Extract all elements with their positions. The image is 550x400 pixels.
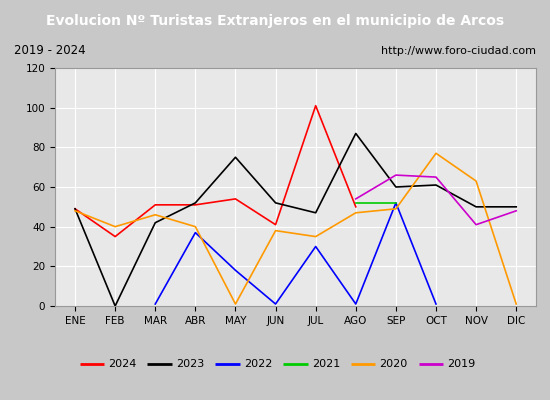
2021	[393, 200, 399, 205]
Text: 2022: 2022	[244, 359, 272, 369]
2022	[232, 268, 239, 273]
Line: 2019: 2019	[356, 175, 516, 225]
2022	[192, 230, 199, 235]
2019	[513, 208, 520, 213]
2023	[232, 155, 239, 160]
2019	[353, 196, 359, 201]
2023	[72, 206, 78, 211]
Line: 2022: 2022	[155, 203, 436, 304]
Text: Evolucion Nº Turistas Extranjeros en el municipio de Arcos: Evolucion Nº Turistas Extranjeros en el …	[46, 14, 504, 28]
2024	[272, 222, 279, 227]
2023	[152, 220, 158, 225]
Line: 2023: 2023	[75, 134, 516, 306]
2023	[272, 200, 279, 205]
2020	[72, 208, 78, 213]
2019	[433, 175, 439, 180]
Line: 2020: 2020	[75, 153, 516, 304]
2024	[72, 206, 78, 211]
2023	[473, 204, 480, 209]
2022	[433, 302, 439, 306]
2022	[393, 200, 399, 205]
2023	[513, 204, 520, 209]
Text: 2023: 2023	[176, 359, 204, 369]
Text: 2021: 2021	[312, 359, 340, 369]
2023	[312, 210, 319, 215]
Text: 2024: 2024	[108, 359, 136, 369]
2022	[312, 244, 319, 249]
2020	[152, 212, 158, 217]
2019	[393, 173, 399, 178]
2022	[152, 302, 158, 306]
2023	[112, 304, 118, 308]
Line: 2024: 2024	[75, 106, 356, 236]
2023	[353, 131, 359, 136]
2020	[312, 234, 319, 239]
2024	[192, 202, 199, 207]
2020	[272, 228, 279, 233]
2023	[433, 183, 439, 188]
2020	[433, 151, 439, 156]
2020	[232, 302, 239, 306]
2024	[112, 234, 118, 239]
2021	[353, 200, 359, 205]
2022	[272, 302, 279, 306]
2020	[473, 179, 480, 184]
Text: 2020: 2020	[379, 359, 408, 369]
2020	[513, 302, 520, 306]
2020	[112, 224, 118, 229]
2024	[232, 196, 239, 201]
2023	[192, 200, 199, 205]
Text: 2019 - 2024: 2019 - 2024	[14, 44, 85, 58]
2024	[312, 103, 319, 108]
2024	[353, 204, 359, 209]
2019	[473, 222, 480, 227]
2023	[393, 185, 399, 190]
Text: 2019: 2019	[447, 359, 476, 369]
Text: http://www.foro-ciudad.com: http://www.foro-ciudad.com	[381, 46, 536, 56]
2022	[353, 302, 359, 306]
2024	[152, 202, 158, 207]
2020	[192, 224, 199, 229]
2020	[353, 210, 359, 215]
2020	[393, 206, 399, 211]
